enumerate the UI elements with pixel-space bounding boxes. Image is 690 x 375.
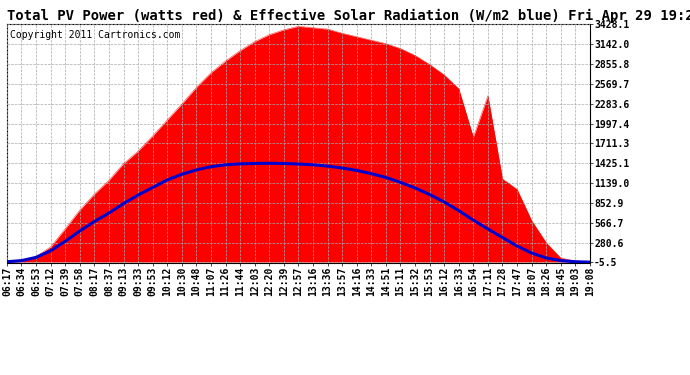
Text: Total PV Power (watts red) & Effective Solar Radiation (W/m2 blue) Fri Apr 29 19: Total PV Power (watts red) & Effective S… [7, 9, 690, 23]
Text: Copyright 2011 Cartronics.com: Copyright 2011 Cartronics.com [10, 30, 180, 40]
